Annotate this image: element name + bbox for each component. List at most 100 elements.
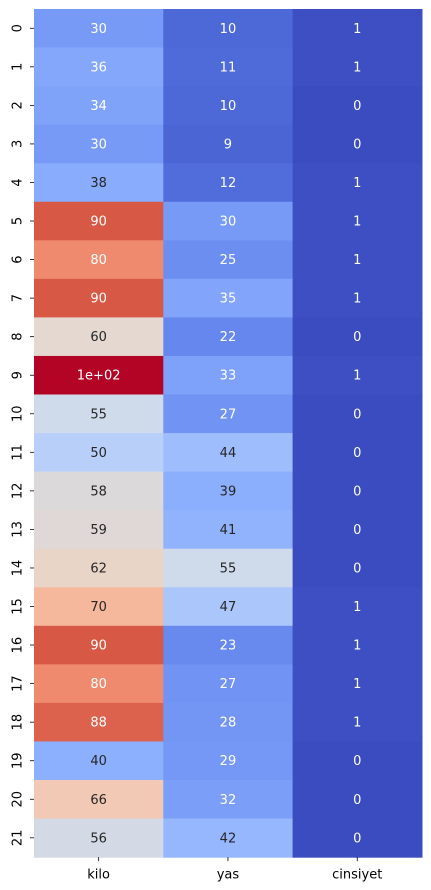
cell-annotations: 30 10 136 11 134 10 030 9 038 12 190 30 180 25 190 35 16… bbox=[77, 22, 362, 847]
heatmap-cell-r5-cinsiyet bbox=[292, 201, 423, 241]
heatmap-cell-r5-yas bbox=[163, 201, 294, 241]
cell-label: 0 bbox=[353, 99, 361, 114]
heatmap-cell-r8-yas bbox=[163, 317, 294, 357]
cell-label: 0 bbox=[353, 446, 361, 461]
cell-label: 0 bbox=[353, 330, 361, 345]
heatmap-cell-r13-cinsiyet bbox=[292, 510, 423, 550]
cell-label: 1e+02 bbox=[77, 369, 121, 384]
y-tick-label: 0 bbox=[11, 24, 26, 32]
y-tick-label: 16 bbox=[11, 637, 26, 654]
heatmap-cell-r17-cinsiyet bbox=[292, 664, 423, 704]
cell-label: 47 bbox=[220, 600, 237, 615]
cell-label: 1 bbox=[353, 215, 361, 230]
cell-label: 30 bbox=[90, 137, 107, 152]
cell-label: 9 bbox=[224, 137, 232, 152]
cell-label: 1 bbox=[353, 253, 361, 268]
cell-label: 30 bbox=[220, 215, 237, 230]
cell-label: 11 bbox=[220, 60, 237, 75]
y-tick-label: 18 bbox=[11, 714, 26, 731]
heatmap-cell-r5-kilo bbox=[34, 201, 164, 241]
cell-label: 55 bbox=[90, 407, 107, 422]
y-tick-label: 9 bbox=[11, 371, 26, 379]
cell-label: 28 bbox=[220, 716, 237, 731]
cell-label: 0 bbox=[353, 754, 361, 769]
heatmap-cell-r21-kilo bbox=[34, 818, 164, 858]
heatmap-cell-r16-kilo bbox=[34, 625, 164, 665]
heatmap-cell-r7-kilo bbox=[34, 278, 164, 318]
y-tick-label: 10 bbox=[11, 405, 26, 422]
heatmap-cell-r2-cinsiyet bbox=[292, 86, 423, 126]
y-tick-label: 14 bbox=[11, 560, 26, 577]
heatmap-cell-r15-cinsiyet bbox=[292, 587, 423, 627]
cell-label: 1 bbox=[353, 176, 361, 191]
heatmap-cell-r18-cinsiyet bbox=[292, 702, 423, 743]
cell-label: 58 bbox=[90, 484, 107, 499]
heatmap-cell-r17-yas bbox=[163, 664, 294, 704]
cell-label: 1 bbox=[353, 639, 361, 654]
cell-label: 30 bbox=[90, 22, 107, 37]
cell-label: 62 bbox=[90, 561, 107, 576]
heatmap-cell-r0-cinsiyet bbox=[292, 9, 423, 49]
cell-label: 1 bbox=[353, 369, 361, 384]
cell-label: 90 bbox=[90, 215, 107, 230]
heatmap-cell-r11-kilo bbox=[34, 433, 164, 473]
heatmap-cell-r19-kilo bbox=[34, 741, 164, 781]
heatmap-cell-r20-kilo bbox=[34, 780, 164, 820]
y-tick-label: 21 bbox=[11, 830, 26, 847]
heatmap-cell-r12-kilo bbox=[34, 471, 164, 511]
heatmap-cell-r14-yas bbox=[163, 548, 294, 588]
cell-label: 39 bbox=[220, 484, 237, 499]
heatmap-cell-r21-cinsiyet bbox=[292, 818, 423, 858]
cell-label: 0 bbox=[353, 523, 361, 538]
heatmap-cell-r13-kilo bbox=[34, 510, 164, 550]
heatmap-cell-r6-kilo bbox=[34, 240, 164, 280]
heatmap-cell-r7-yas bbox=[163, 278, 294, 318]
cell-label: 41 bbox=[220, 523, 237, 538]
cell-label: 0 bbox=[353, 484, 361, 499]
heatmap-cell-r9-kilo bbox=[34, 355, 164, 396]
heatmap-cell-r11-cinsiyet bbox=[292, 433, 423, 473]
cell-label: 0 bbox=[353, 137, 361, 152]
heatmap-cell-r9-cinsiyet bbox=[292, 355, 423, 396]
y-tick-label: 6 bbox=[11, 255, 26, 263]
heatmap-cell-r12-yas bbox=[163, 471, 294, 511]
heatmap-cell-r0-yas bbox=[163, 9, 294, 49]
y-tick-label: 17 bbox=[11, 675, 26, 692]
y-tick-label: 5 bbox=[11, 217, 26, 225]
cell-label: 1 bbox=[353, 22, 361, 37]
heatmap-cell-r2-kilo bbox=[34, 86, 164, 126]
cell-label: 55 bbox=[220, 561, 237, 576]
heatmap-cell-r2-yas bbox=[163, 86, 294, 126]
heatmap-cell-r18-yas bbox=[163, 702, 294, 743]
y-tick-label: 12 bbox=[11, 483, 26, 500]
cell-label: 90 bbox=[90, 292, 107, 307]
heatmap-cell-r8-kilo bbox=[34, 317, 164, 357]
heatmap-cell-r3-kilo bbox=[34, 124, 164, 164]
heatmap-cell-r4-cinsiyet bbox=[292, 163, 423, 203]
cell-label: 70 bbox=[90, 600, 107, 615]
heatmap-cell-r14-kilo bbox=[34, 548, 164, 588]
heatmap-cell-r20-yas bbox=[163, 780, 294, 820]
heatmap-cell-r11-yas bbox=[163, 433, 294, 473]
heatmap-cell-r7-cinsiyet bbox=[292, 278, 423, 318]
heatmap-cell-r3-yas bbox=[163, 124, 294, 164]
heatmap-cell-r4-yas bbox=[163, 163, 294, 203]
heatmap-cell-r15-kilo bbox=[34, 587, 164, 627]
x-tick-label: yas bbox=[217, 868, 240, 883]
cell-label: 10 bbox=[220, 99, 237, 114]
cell-label: 1 bbox=[353, 292, 361, 307]
cell-label: 50 bbox=[90, 446, 107, 461]
heatmap-cell-r10-yas bbox=[163, 394, 294, 434]
heatmap-cells bbox=[34, 9, 423, 858]
cell-label: 10 bbox=[220, 22, 237, 37]
heatmap-cell-r18-kilo bbox=[34, 702, 164, 743]
cell-label: 27 bbox=[220, 407, 237, 422]
y-tick-label: 19 bbox=[11, 752, 26, 769]
heatmap-cell-r13-yas bbox=[163, 510, 294, 550]
cell-label: 59 bbox=[90, 523, 107, 538]
x-tick-label: cinsiyet bbox=[332, 868, 382, 883]
cell-label: 80 bbox=[90, 253, 107, 268]
cell-label: 33 bbox=[220, 369, 237, 384]
